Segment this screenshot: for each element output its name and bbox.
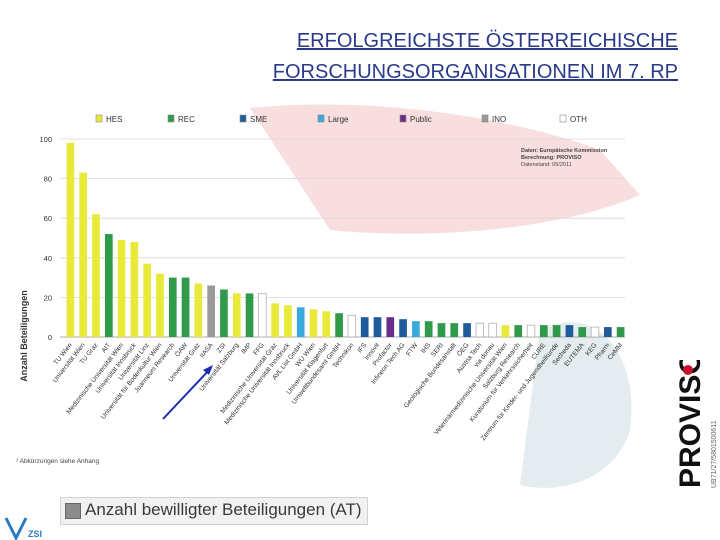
footer-legend-box: Anzahl bewilligter Beteiligungen (AT) [60,497,368,525]
bar [475,322,484,338]
y-tick-label: 40 [44,254,52,263]
bar [463,323,471,337]
legend-label-large: Large [328,115,349,124]
bar [526,324,536,338]
bar [117,239,126,337]
bar [143,263,152,337]
bar [79,172,88,337]
bar [104,234,113,337]
bar [66,142,75,337]
bar [450,323,459,337]
legend-swatch-rec [167,114,175,123]
bar [258,293,267,338]
legend-label-rec: REC [178,115,195,124]
bar [399,319,407,337]
x-tick-label: IMP [240,341,253,355]
y-tick-label: 60 [44,214,52,223]
bar [373,317,382,337]
x-tick-label: FTW [405,341,420,357]
x-tick-label: IIASA [199,341,215,359]
footer-legend-swatch [65,503,81,519]
legend-swatch-oth [559,114,567,123]
bar [386,317,395,337]
bar [501,325,510,337]
source-line: Datenstand: 05/2011 [521,162,572,168]
y-tick-label: 100 [39,135,52,144]
slide-title-line1: ERFOLGREICHSTE ÖSTERREICHISCHE [296,30,678,52]
chart-legend: HES REC SME Large Public INO OTH [95,114,587,124]
proviso-brand-id: UB71/27/5801500611 [711,420,718,488]
zsi-logo-text: ZSI [28,529,42,539]
bar [296,307,305,337]
zsi-logo-mark [4,517,28,540]
legend-label-sme: SME [250,115,267,124]
bar [271,303,279,337]
chart: HES REC SME Large Public INO OTH Daten: Europä… [16,114,625,465]
legend-swatch-public [399,114,407,123]
legend-label-oth: OTH [570,115,587,124]
x-tick-label: ZSI [216,342,228,355]
bar [347,314,357,338]
bar [616,327,625,337]
background-gray-swoosh [520,322,632,488]
x-tick-label: AIT [101,342,113,354]
bar [194,283,203,337]
legend-swatch-large [317,114,325,123]
background-red-swoosh [250,104,640,234]
chart-footnote: ¹ Abkürzungen siehe Anhang [16,458,100,465]
bar [181,277,190,337]
bar [488,322,497,338]
legend-label-public: Public [410,115,432,124]
bar [539,325,548,337]
bar [92,214,100,337]
bar [565,325,574,337]
chart-bars [66,142,625,338]
annotation-arrow [162,367,212,420]
legend-swatch-hes [95,114,103,123]
chart-y-axis-label: Anzahl Beteiligungen [19,290,29,382]
bar [284,305,292,337]
bar [207,285,215,337]
bar [603,327,612,337]
slide-title-line2: FORSCHUNGSORGANISATIONEN IM 7. RP [272,61,678,83]
slide-title: ERFOLGREICHSTE ÖSTERREICHISCHE FORSCHUNG… [150,26,678,88]
bar [322,311,331,337]
bar [245,293,254,337]
y-tick-label: 0 [48,333,52,342]
proviso-brand-dot [683,365,693,375]
legend-swatch-ino [481,114,489,123]
bar [156,273,164,337]
legend-label-ino: INO [492,115,506,124]
bar [590,326,600,338]
bar [514,325,523,337]
legend-label-hes: HES [106,115,122,124]
bar [130,241,139,337]
bar [412,321,420,337]
legend-swatch-sme [239,114,247,123]
bar [360,317,369,337]
annotation-arrow-head [203,365,213,375]
bar [232,293,241,337]
bar [437,323,446,337]
chart-source-note: Daten: Europäische KommissionBerechnung:… [521,148,608,168]
footer-legend-text: Anzahl bewilligter Beteiligungen (AT) [85,500,362,519]
y-tick-label: 80 [44,175,52,184]
proviso-brand: PROVISO UB71/27/5801500611 [674,360,718,488]
bar [335,313,343,337]
bar [578,327,587,337]
bar [424,321,433,337]
bar [552,325,561,337]
y-tick-label: 20 [44,293,52,302]
bar [220,289,228,337]
source-line: Berechnung: PROVISO [521,155,582,161]
bar [309,309,318,337]
proviso-brand-text: PROVISO [674,360,707,488]
source-line: Daten: Europäische Kommission [521,148,608,154]
bar [168,277,177,337]
zsi-logo: ZSI [4,517,42,540]
